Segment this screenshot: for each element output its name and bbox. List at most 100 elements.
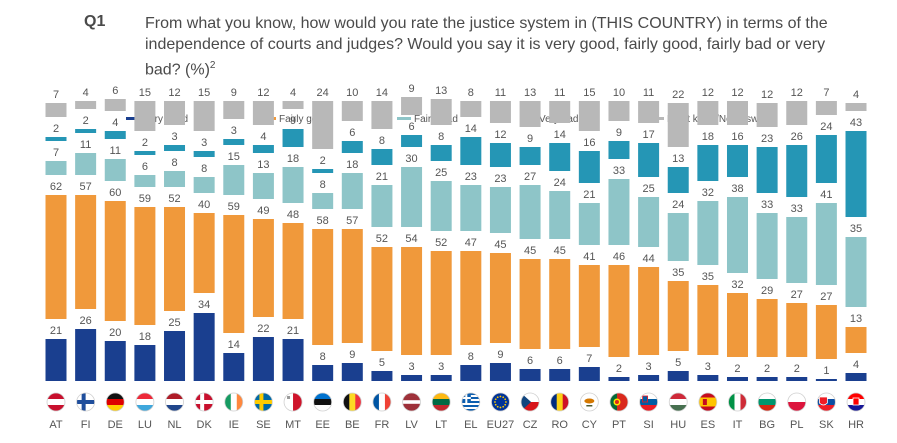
data-label: 24 <box>820 121 832 133</box>
bar-segment-very-good <box>697 375 719 381</box>
bar-segment-very-bad <box>786 145 808 197</box>
bar-segment-very-bad <box>134 151 156 155</box>
legend-label: Fairly good <box>279 114 328 125</box>
data-label: 35 <box>702 271 714 283</box>
data-label: 8 <box>379 135 385 147</box>
bar-segment-very-good <box>489 363 511 381</box>
data-label: 52 <box>168 193 180 205</box>
x-tick-label: IT <box>733 419 743 431</box>
x-tick-label: BE <box>345 419 360 431</box>
bar-segment-fairly-bad <box>608 179 630 245</box>
data-label: 34 <box>198 299 210 311</box>
x-tick-label: HU <box>670 419 686 431</box>
bar-segment-fairly-good <box>638 267 660 355</box>
x-tick-label: EU27 <box>487 419 515 431</box>
data-label: 4 <box>260 131 266 143</box>
bar-segment-dont-know <box>786 101 808 125</box>
data-label: 10 <box>346 87 358 99</box>
x-tick-label: RO <box>551 419 568 431</box>
bar-column-mt: 21 48 18 9 4 <box>282 87 304 381</box>
bar-segment-very-good <box>282 339 304 381</box>
bar-segment-dont-know <box>697 101 719 125</box>
bar-segment-fairly-bad <box>401 167 423 227</box>
bar-segment-very-good <box>223 353 245 381</box>
data-label: 60 <box>109 187 121 199</box>
data-label: 3 <box>171 131 177 143</box>
data-label: 41 <box>583 251 595 263</box>
x-tick-label: EL <box>464 419 477 431</box>
data-label: 2 <box>764 363 770 375</box>
bar-segment-fairly-good <box>608 265 630 357</box>
bar-segment-very-bad <box>282 129 304 147</box>
x-tick-label: SI <box>643 419 653 431</box>
lithuania-flag-icon <box>431 392 451 412</box>
data-label: 47 <box>465 237 477 249</box>
bar-segment-fairly-bad <box>845 237 867 307</box>
bar-segment-fairly-bad <box>578 203 600 245</box>
data-label: 4 <box>290 87 296 99</box>
czechia-flag-icon <box>520 392 540 412</box>
bar-segment-very-bad <box>608 141 630 159</box>
bar-segment-dont-know <box>726 101 748 125</box>
bar-segment-very-bad <box>252 145 274 153</box>
data-label: 15 <box>139 87 151 99</box>
bar-segment-fairly-bad <box>371 185 393 227</box>
data-label: 27 <box>791 289 803 301</box>
bar-segment-very-good <box>638 375 660 381</box>
data-label: 14 <box>376 87 388 99</box>
bar-segment-very-bad <box>638 143 660 177</box>
x-tick-label: NL <box>167 419 181 431</box>
data-label: 40 <box>198 199 210 211</box>
bar-segment-very-good <box>164 331 186 381</box>
data-label: 43 <box>850 117 862 129</box>
spain-flag-icon <box>698 392 718 412</box>
x-tick-label: CZ <box>523 419 538 431</box>
bar-segment-dont-know <box>489 101 511 123</box>
data-label: 24 <box>317 87 329 99</box>
data-label: 52 <box>376 233 388 245</box>
data-label: 9 <box>616 127 622 139</box>
x-tick-label: CY <box>582 419 598 431</box>
france-flag-icon <box>372 392 392 412</box>
bar-segment-very-good <box>756 377 778 381</box>
data-label: 13 <box>257 159 269 171</box>
ireland-flag-icon <box>224 392 244 412</box>
data-label: 20 <box>109 327 121 339</box>
data-label: 4 <box>853 89 859 101</box>
data-label: 24 <box>672 199 684 211</box>
data-label: 35 <box>850 223 862 235</box>
bar-segment-very-good <box>519 369 541 381</box>
data-label: 24 <box>554 177 566 189</box>
data-label: 2 <box>734 363 740 375</box>
data-label: 33 <box>791 203 803 215</box>
bar-segment-dont-know <box>519 101 541 127</box>
bar-segment-very-good <box>786 377 808 381</box>
croatia-flag-icon <box>846 392 866 412</box>
bar-segment-fairly-good <box>252 219 274 317</box>
data-label: 13 <box>435 85 447 97</box>
data-label: 6 <box>142 161 148 173</box>
data-label: 3 <box>438 361 444 373</box>
bar-segment-fairly-good <box>401 247 423 355</box>
denmark-flag-icon <box>194 392 214 412</box>
data-label: 7 <box>823 87 829 99</box>
data-label: 22 <box>672 89 684 101</box>
data-label: 14 <box>554 129 566 141</box>
x-tick-label: PT <box>612 419 626 431</box>
data-label: 54 <box>405 233 417 245</box>
slovenia-flag-icon <box>639 392 658 412</box>
bar-segment-very-good <box>312 365 334 381</box>
netherlands-flag-icon <box>165 392 184 412</box>
data-label: 18 <box>346 159 358 171</box>
data-label: 8 <box>468 351 474 363</box>
data-label: 11 <box>554 87 565 99</box>
x-tick-label: SK <box>819 419 834 431</box>
data-label: 4 <box>853 359 859 371</box>
bar-segment-dont-know <box>845 103 867 111</box>
bar-column-lt: 3 52 25 8 13 <box>430 85 452 381</box>
data-label: 6 <box>408 121 414 133</box>
bar-segment-dont-know <box>45 103 67 117</box>
data-label: 4 <box>112 117 118 129</box>
bar-segment-fairly-bad <box>667 213 689 261</box>
bar-segment-fairly-good <box>845 327 867 353</box>
